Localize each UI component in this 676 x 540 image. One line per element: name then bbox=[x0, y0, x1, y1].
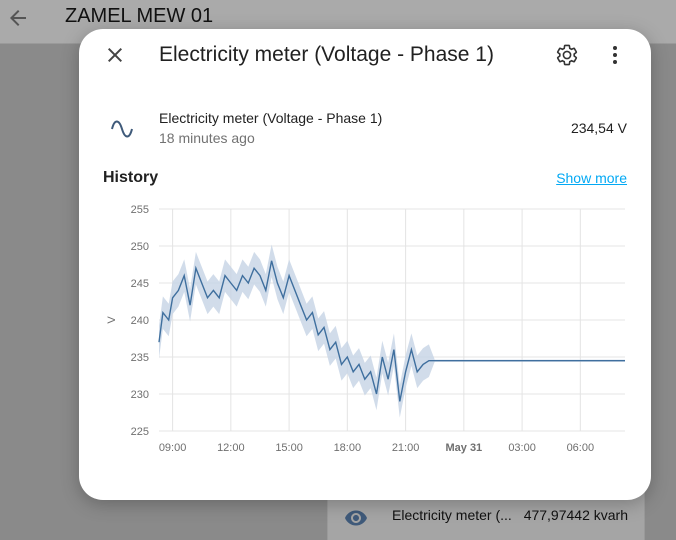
x-tick-label: 09:00 bbox=[159, 442, 187, 454]
entity-name: Electricity meter (Voltage - Phase 1) bbox=[159, 110, 383, 126]
series-line bbox=[158, 260, 625, 402]
series-band bbox=[159, 244, 625, 418]
y-tick-label: 245 bbox=[131, 278, 149, 290]
history-heading: History bbox=[103, 169, 159, 186]
y-tick-label: 255 bbox=[131, 204, 149, 216]
more-info-dialog: Electricity meter (Voltage - Phase 1) El… bbox=[79, 29, 651, 500]
back-arrow-icon[interactable] bbox=[6, 6, 30, 30]
show-more-link[interactable]: Show more bbox=[556, 170, 627, 186]
background-entity-row[interactable]: Electricity meter (... 477,97442 kvarh bbox=[328, 502, 644, 532]
gear-icon[interactable] bbox=[555, 43, 579, 67]
sine-wave-icon bbox=[111, 120, 133, 138]
x-tick-label: 21:00 bbox=[392, 442, 420, 454]
app-title: ZAMEL MEW 01 bbox=[65, 5, 214, 27]
entity-last-changed: 18 minutes ago bbox=[159, 130, 255, 146]
close-icon[interactable] bbox=[103, 43, 127, 67]
eye-icon bbox=[345, 510, 367, 526]
more-vertical-icon[interactable] bbox=[603, 43, 627, 67]
background-entity-name: Electricity meter (... bbox=[392, 507, 512, 523]
x-tick-label: 15:00 bbox=[275, 442, 303, 454]
voltage-history-chart[interactable]: 225 230 235 240 245 250 255 09:00 12:00 15:00 18:0… bbox=[79, 189, 651, 469]
y-axis-label: V bbox=[106, 316, 118, 324]
y-tick-label: 225 bbox=[131, 426, 149, 438]
entity-state: 234,54 V bbox=[570, 120, 627, 136]
y-tick-label: 230 bbox=[131, 389, 149, 401]
x-tick-label: 03:00 bbox=[508, 442, 536, 454]
y-tick-label: 235 bbox=[131, 352, 149, 364]
y-tick-label: 240 bbox=[131, 315, 149, 327]
dialog-title: Electricity meter (Voltage - Phase 1) bbox=[159, 43, 494, 66]
x-tick-label: May 31 bbox=[445, 442, 482, 454]
background-entity-value: 477,97442 kvarh bbox=[523, 507, 628, 523]
x-tick-label: 06:00 bbox=[567, 442, 595, 454]
y-tick-label: 250 bbox=[131, 241, 149, 253]
x-tick-label: 18:00 bbox=[334, 442, 362, 454]
x-tick-label: 12:00 bbox=[217, 442, 245, 454]
entity-row: Electricity meter (Voltage - Phase 1) 18… bbox=[79, 107, 651, 151]
